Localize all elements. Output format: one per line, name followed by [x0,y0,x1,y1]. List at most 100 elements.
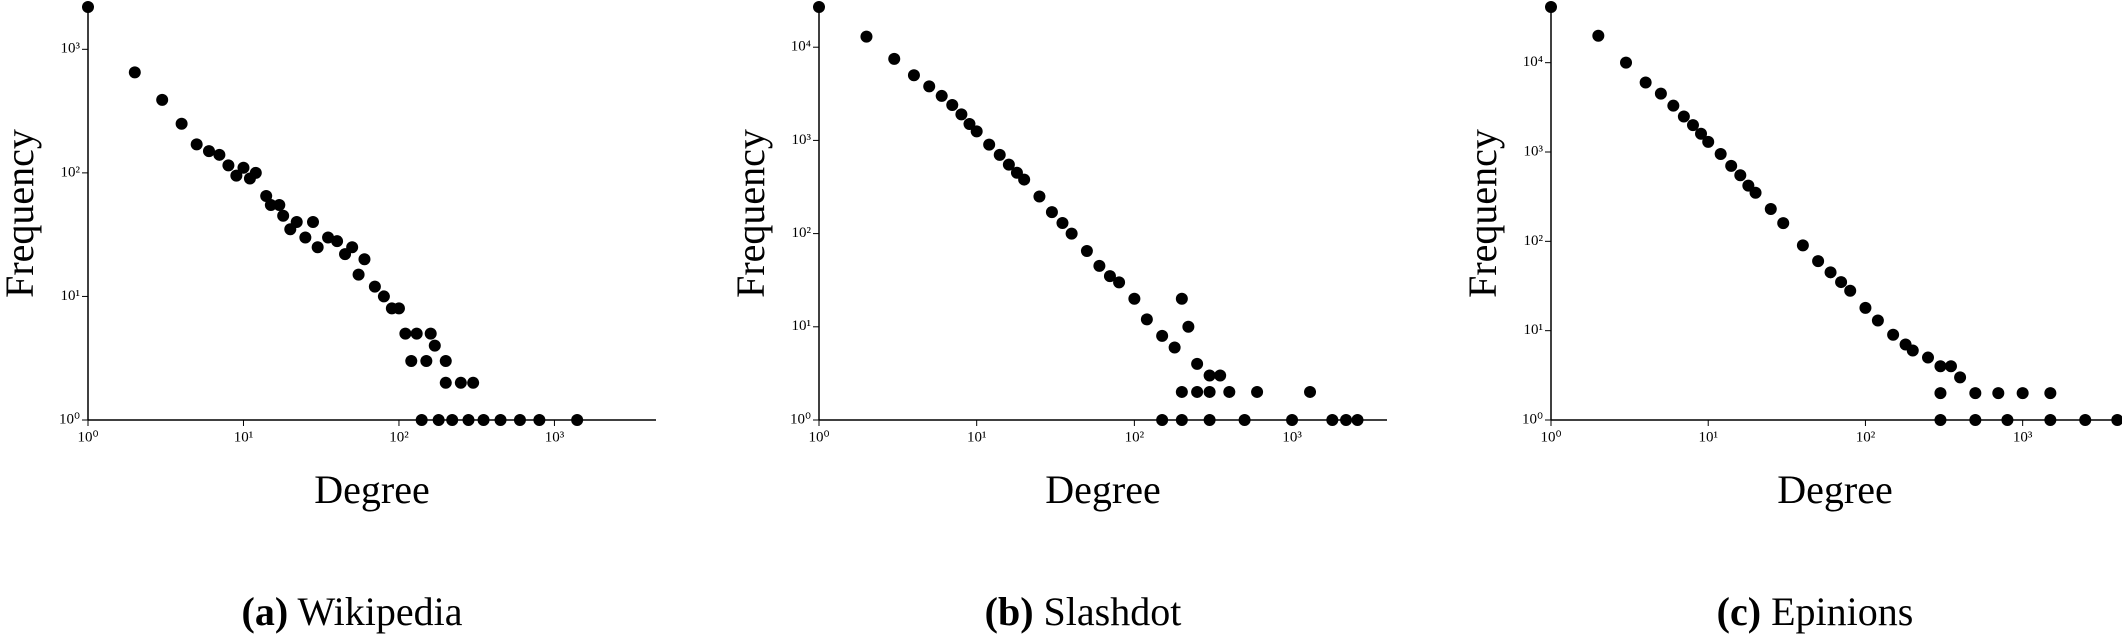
point [1238,414,1251,426]
point [1175,292,1188,305]
y-tick-label: 10¹ [792,318,812,334]
point [1203,385,1216,398]
y-tick-label: 10² [792,225,812,241]
point [1620,56,1633,69]
point [1175,414,1188,426]
point [1702,135,1715,148]
point [462,414,475,426]
y-tick-label: 10⁴ [1523,54,1543,70]
point [1944,360,1957,373]
point [273,198,286,211]
y-tick-label: 10¹ [61,288,81,304]
point [264,198,277,211]
point [1080,245,1093,258]
point [410,327,423,340]
panel: 10⁰ 10¹ 10² 10³ 10⁰ 10¹ 10² 10³ 10⁴ Degree Frequen… [728,1,1387,634]
point [1592,29,1605,42]
point [1734,169,1747,182]
point [1764,203,1777,216]
point [1223,385,1236,398]
point [299,231,312,244]
point [415,414,428,426]
point [1351,414,1364,426]
point [970,125,983,138]
y-tick-label: 10⁴ [791,39,811,55]
x-axis-label: Degree [1777,467,1892,512]
x-tick-label: 10³ [1282,429,1302,445]
y-tick-label: 10² [61,164,81,180]
point [352,268,365,281]
y-tick-label: 10¹ [1524,322,1544,338]
point [1796,239,1809,252]
point [277,209,290,222]
point [1992,387,2005,400]
caption-name: Slashdot [1044,589,1182,634]
x-tick-label: 10⁰ [1540,429,1561,445]
point [1203,369,1216,382]
point [1695,127,1708,140]
point [993,148,1006,161]
point [1156,414,1169,426]
point [1934,414,1947,426]
point [311,241,324,254]
point [1304,385,1317,398]
point [983,138,996,151]
point [2044,414,2057,426]
point [1859,301,1872,314]
point [290,216,303,229]
x-tick-label: 10¹ [1698,429,1718,445]
point [1251,385,1264,398]
point [439,355,452,368]
point [1093,259,1106,272]
point [533,414,546,426]
x-tick-label: 10¹ [234,429,254,445]
point [1844,284,1857,297]
point [1777,217,1790,230]
point [477,414,490,426]
point [1140,313,1153,326]
x-tick-label: 10⁰ [808,429,829,445]
point [1065,227,1078,240]
point [1002,158,1015,171]
point [813,1,825,13]
y-tick-label: 10² [1524,233,1544,249]
point [907,69,920,82]
point [1191,357,1204,370]
point [860,30,873,43]
point [82,1,94,13]
x-tick-label: 10⁰ [77,429,98,445]
point [2079,414,2092,426]
point [346,241,359,254]
point [260,189,273,202]
point [432,414,445,426]
point [190,138,203,151]
caption-name: Epinions [1771,589,1913,634]
point [963,117,976,130]
point [1677,110,1690,123]
point [392,302,405,315]
point [2016,387,2029,400]
point [1969,414,1982,426]
point [1969,387,1982,400]
point [1812,255,1825,268]
point [1654,87,1667,100]
y-tick-label: 10³ [1524,143,1544,159]
point [955,108,968,121]
point [1545,1,1557,13]
point [128,66,141,79]
point [237,161,250,174]
point [1639,76,1652,89]
point [2111,414,2122,426]
point [405,355,418,368]
point [1033,190,1046,203]
point [1934,387,1947,400]
caption-label: (b) [985,589,1034,634]
y-axis-label: Frequency [1460,129,1505,298]
point [428,339,441,352]
point [946,98,959,111]
y-axis-label: Frequency [0,129,42,298]
point [424,327,437,340]
x-tick-label: 10² [1856,429,1876,445]
point [1182,320,1195,333]
